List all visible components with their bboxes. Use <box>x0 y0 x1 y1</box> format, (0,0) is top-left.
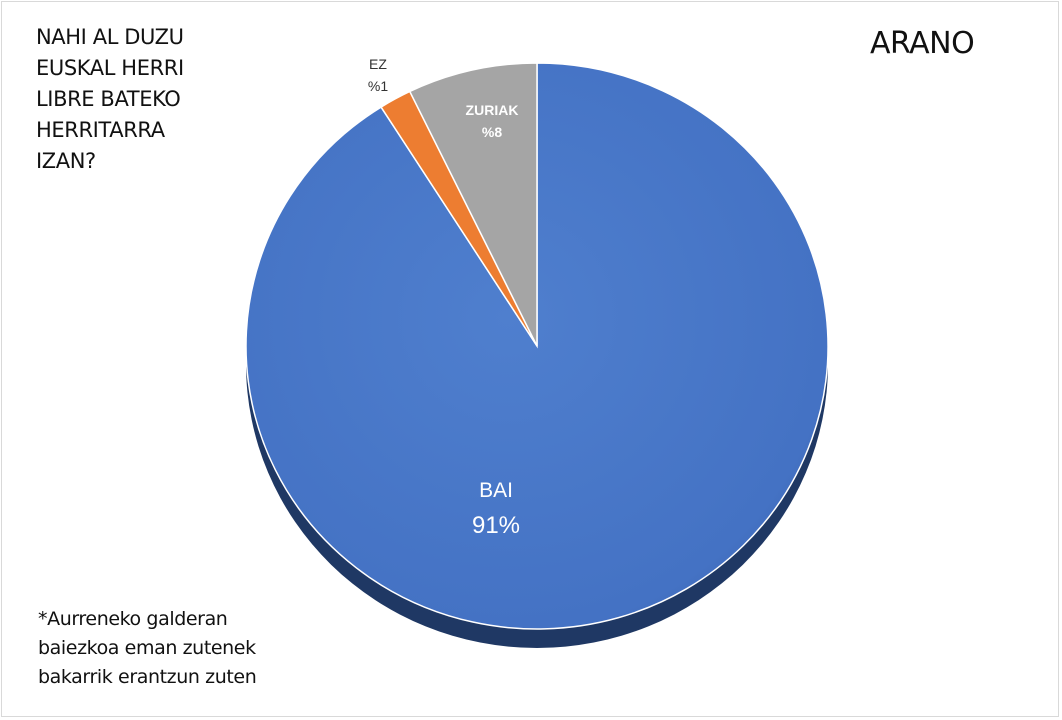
question-line-4: HERRITARRA <box>36 118 165 142</box>
slice-name-bai: BAI <box>479 479 513 502</box>
question-line-1: NAHI AL DUZU <box>36 25 184 49</box>
footnote-line-3: bakarrik erantzun zuten <box>38 666 257 688</box>
footnote-text: *Aurreneko galderan baiezkoa eman zutene… <box>38 605 358 692</box>
slice-name-ez: EZ <box>369 56 387 72</box>
question-line-5: IZAN? <box>36 149 96 173</box>
slice-value-bai: 91% <box>472 512 520 539</box>
question-line-2: EUSKAL HERRI <box>36 56 184 80</box>
slice-name-zuriak: ZURIAK <box>466 102 519 118</box>
slice-value-ez: %1 <box>368 78 388 94</box>
location-title: ARANO <box>870 26 975 61</box>
question-line-3: LIBRE BATEKO <box>36 87 181 111</box>
footnote-line-2: baiezkoa eman zutenek <box>38 637 256 659</box>
footnote-line-1: *Aurreneko galderan <box>38 608 228 630</box>
slice-value-zuriak: %8 <box>482 124 502 140</box>
question-text: NAHI AL DUZU EUSKAL HERRI LIBRE BATEKO H… <box>36 22 256 177</box>
pie-slice-zuriak <box>408 62 538 347</box>
